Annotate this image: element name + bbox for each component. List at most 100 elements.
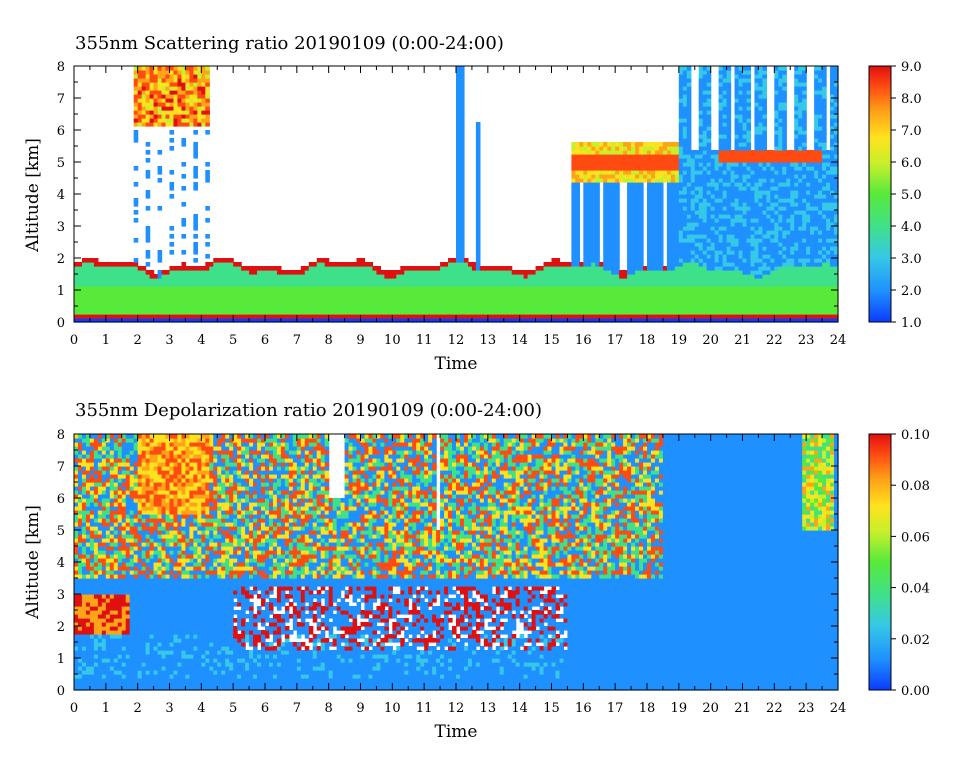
heatmap-cell — [671, 246, 676, 251]
heatmap-cell — [746, 106, 751, 111]
heatmap-cell — [162, 114, 167, 119]
heatmap-cell — [571, 242, 576, 247]
heatmap-cell — [707, 198, 712, 203]
heatmap-cell — [651, 146, 656, 151]
heatmap-cell — [544, 278, 549, 283]
heatmap-cell — [766, 294, 771, 299]
heatmap-cell — [735, 122, 740, 127]
heatmap-cell — [743, 182, 748, 187]
heatmap-cell — [416, 286, 421, 291]
heatmap-cell — [778, 198, 783, 203]
heatmap-cell — [786, 214, 791, 219]
heatmap-cell — [217, 278, 222, 283]
heatmap-cell — [607, 234, 612, 239]
heatmap-cell — [166, 270, 171, 275]
heatmap-cell — [193, 114, 198, 119]
heatmap-cell — [460, 66, 465, 71]
heatmap-cell — [575, 202, 580, 207]
heatmap-cell — [460, 306, 465, 311]
heatmap-cell — [607, 218, 612, 223]
heatmap-cell — [695, 306, 700, 311]
heatmap-cell — [460, 70, 465, 75]
heatmap-cell — [619, 142, 624, 147]
heatmap-cell — [277, 266, 282, 271]
heatmap-cell — [90, 290, 95, 295]
heatmap-cell — [746, 234, 751, 239]
heatmap-cell — [146, 230, 151, 235]
heatmap-cell — [727, 74, 732, 79]
heatmap-cell — [285, 310, 290, 315]
heatmap-cell — [472, 298, 477, 303]
heatmap-cell — [193, 82, 198, 87]
heatmap-cell — [555, 262, 560, 267]
heatmap-cell — [460, 302, 465, 307]
heatmap-cell — [786, 202, 791, 207]
heatmap-cell — [480, 298, 485, 303]
heatmap-cell — [667, 146, 672, 151]
heatmap-cell — [762, 258, 767, 263]
heatmap-cell — [719, 290, 724, 295]
heatmap-cell — [715, 278, 720, 283]
heatmap-cell — [353, 290, 358, 295]
heatmap-cell — [448, 278, 453, 283]
heatmap-cell — [579, 166, 584, 171]
heatmap-cell — [508, 302, 513, 307]
heatmap-cell — [193, 298, 198, 303]
heatmap-cell — [655, 230, 660, 235]
heatmap-cell — [349, 302, 354, 307]
heatmap-cell — [305, 314, 310, 319]
heatmap-cell — [703, 90, 708, 95]
heatmap-cell — [746, 158, 751, 163]
heatmap-cell — [166, 102, 171, 107]
heatmap-cell — [707, 98, 712, 103]
heatmap-cell — [559, 290, 564, 295]
heatmap-cell — [758, 266, 763, 271]
heatmap-cell — [213, 294, 218, 299]
heatmap-cell — [762, 218, 767, 223]
heatmap-cell — [739, 106, 744, 111]
heatmap-cell — [341, 270, 346, 275]
heatmap-cell — [496, 278, 501, 283]
heatmap-cell — [778, 186, 783, 191]
heatmap-cell — [571, 266, 576, 271]
heatmap-cell — [170, 290, 175, 295]
heatmap-cell — [86, 286, 91, 291]
heatmap-cell — [126, 266, 131, 271]
heatmap-cell — [635, 242, 640, 247]
heatmap-cell — [591, 274, 596, 279]
heatmap-cell — [130, 270, 135, 275]
heatmap-cell — [110, 314, 115, 319]
heatmap-cell — [719, 198, 724, 203]
heatmap-cell — [774, 146, 779, 151]
heatmap-cell — [743, 186, 748, 191]
heatmap-cell — [134, 74, 139, 79]
heatmap-cell — [687, 314, 692, 319]
heatmap-cell — [329, 310, 334, 315]
heatmap-cell — [707, 134, 712, 139]
heatmap-cell — [86, 290, 91, 295]
heatmap-cell — [782, 142, 787, 147]
heatmap-cell — [699, 206, 704, 211]
heatmap-cell — [142, 302, 147, 307]
heatmap-cell — [567, 298, 572, 303]
heatmap-cell — [754, 126, 759, 131]
heatmap-cell — [623, 174, 628, 179]
heatmap-cell — [353, 266, 358, 271]
heatmap-cell — [154, 314, 159, 319]
heatmap-cell — [782, 138, 787, 143]
heatmap-cell — [711, 286, 716, 291]
heatmap-cell — [595, 242, 600, 247]
heatmap-cell — [739, 154, 744, 159]
heatmap-cell — [774, 278, 779, 283]
heatmap-cell — [476, 146, 481, 151]
heatmap-cell — [691, 206, 696, 211]
heatmap-cell — [583, 174, 588, 179]
heatmap-cell — [643, 178, 648, 183]
heatmap-cell — [770, 274, 775, 279]
heatmap-cell — [229, 286, 234, 291]
heatmap-cell — [667, 214, 672, 219]
heatmap-cell — [265, 286, 270, 291]
heatmap-cell — [603, 202, 608, 207]
heatmap-cell — [739, 98, 744, 103]
heatmap-cell — [436, 306, 441, 311]
